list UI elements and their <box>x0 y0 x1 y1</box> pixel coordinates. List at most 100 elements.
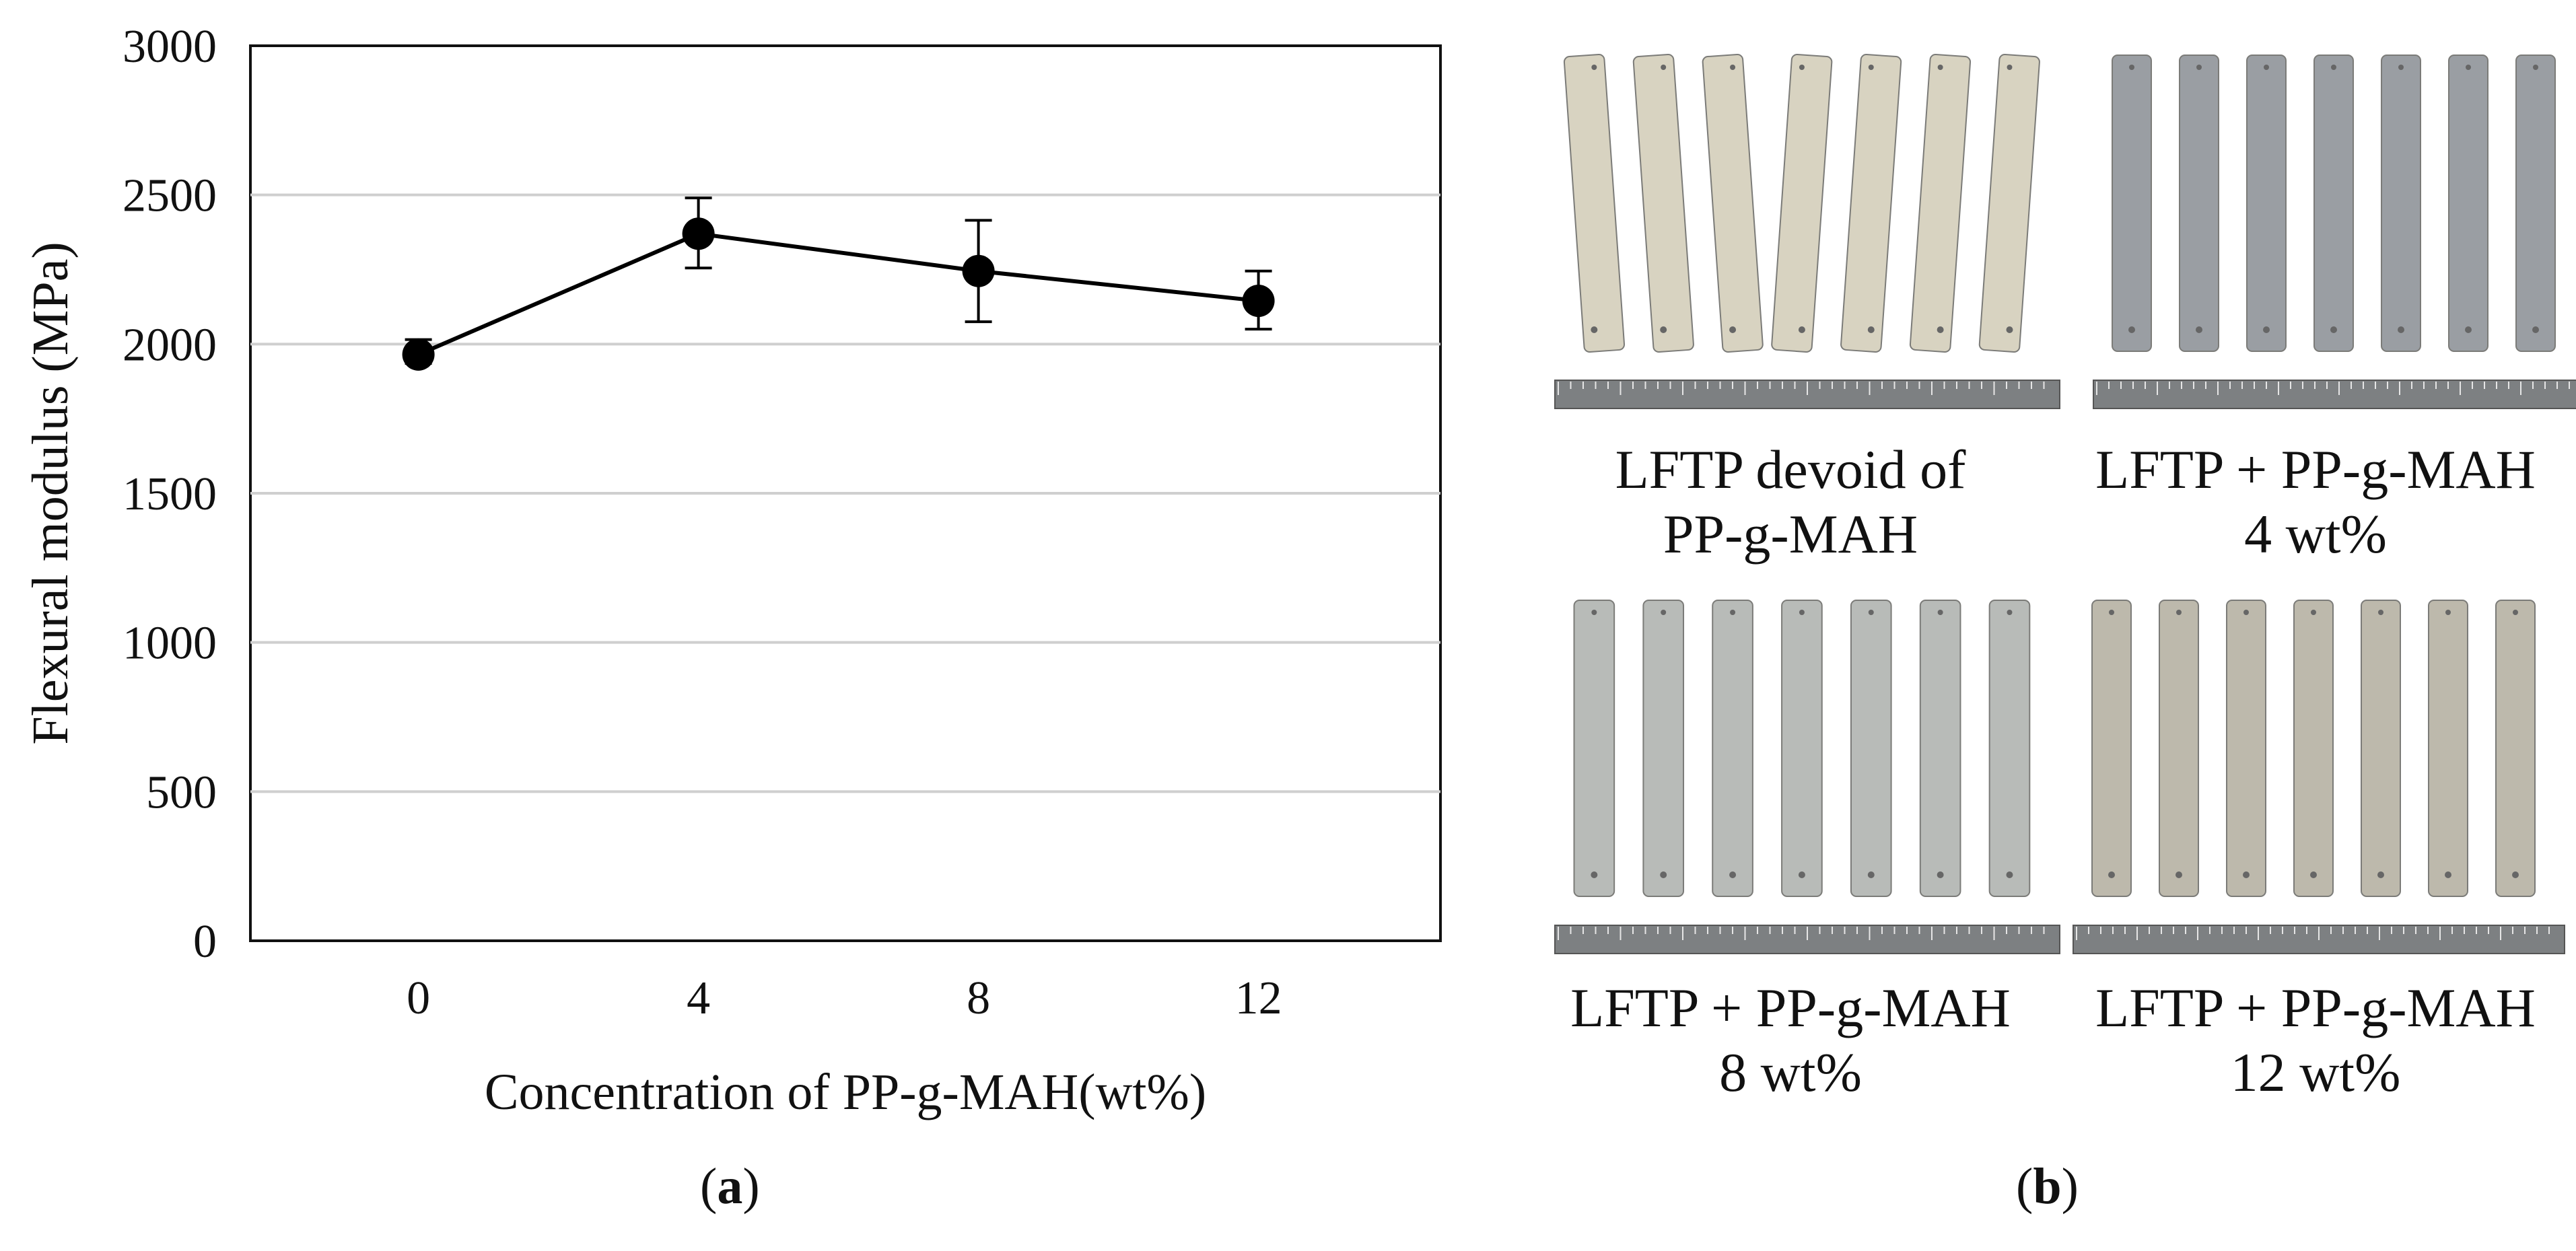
specimen-bar <box>2515 55 2556 352</box>
specimen-gate-mark <box>1660 871 1667 878</box>
specimen-bar <box>2293 600 2334 897</box>
specimen-gate-mark <box>2330 326 2337 333</box>
specimen-gate-mark <box>2532 326 2539 333</box>
specimen-gate-mark <box>1937 326 1944 333</box>
specimen-photo-grid <box>1554 53 2576 954</box>
specimen-bar <box>1632 53 1694 353</box>
specimen-bar <box>2179 55 2219 352</box>
specimen-gate-mark <box>1591 871 1598 878</box>
x-tick-label: 12 <box>1235 972 1282 1024</box>
specimen-gate-mark <box>2243 610 2249 615</box>
caption-line-2: 4 wt% <box>2244 503 2387 565</box>
specimen-bar <box>1771 53 1833 353</box>
caption-line-2: PP-g-MAH <box>1663 503 1918 565</box>
specimen-gate-mark <box>2196 326 2202 333</box>
specimen-gate-mark <box>2263 326 2270 333</box>
specimen-bar <box>1642 600 1685 897</box>
specimen-gate-mark <box>1937 65 1943 70</box>
specimen-gate-mark <box>2466 65 2471 70</box>
specimen-gate-mark <box>1729 326 1737 333</box>
specimen-gate-mark <box>2310 871 2317 878</box>
specimen-gate-mark <box>2331 65 2336 70</box>
specimen-gate-mark <box>1591 326 1598 333</box>
specimen-gate-mark <box>1868 65 1874 70</box>
data-point <box>402 338 435 371</box>
specimen-photo <box>2073 600 2565 954</box>
specimen-gate-mark <box>2243 871 2250 878</box>
specimen-gate-mark <box>1798 326 1805 333</box>
specimen-bar <box>2313 55 2354 352</box>
photo-caption: LFTP devoid of PP-g-MAH <box>1535 437 2046 567</box>
x-tick-label: 8 <box>967 972 990 1024</box>
specimen-gate-mark <box>1591 65 1597 70</box>
specimen-gate-mark <box>2006 871 2013 878</box>
specimen-bar <box>1909 53 1972 353</box>
panel-b-label: (b) <box>2016 1158 2079 1215</box>
x-axis-title: Concentration of PP-g-MAH(wt%) <box>485 1064 1206 1120</box>
specimen-gate-mark <box>2109 610 2114 615</box>
specimen-bar <box>2448 55 2488 352</box>
specimen-gate-mark <box>1799 65 1805 70</box>
specimen-gate-mark <box>1729 871 1737 878</box>
specimen-gate-mark <box>2006 326 2013 333</box>
specimen-bar <box>2361 600 2401 897</box>
ruler <box>2093 380 2576 409</box>
y-tick-label: 500 <box>146 766 217 818</box>
specimen-gate-mark <box>1937 610 1943 615</box>
specimen-bar <box>2112 55 2152 352</box>
specimen-gate-mark <box>2108 871 2115 878</box>
specimen-bar <box>1840 53 1902 353</box>
y-tick-label: 3000 <box>123 21 217 73</box>
specimen-gate-mark <box>2128 326 2135 333</box>
specimen-bar <box>1781 600 1823 897</box>
y-tick-label: 2000 <box>123 319 217 371</box>
specimen-gate-mark <box>1661 610 1667 615</box>
specimen-gate-mark <box>2311 610 2316 615</box>
caption-line-2: 8 wt% <box>1719 1042 1862 1103</box>
series-flexural-modulus <box>402 196 1275 371</box>
caption-line-1: LFTP + PP-g-MAH <box>1570 977 2011 1038</box>
specimen-gate-mark <box>1867 326 1875 333</box>
specimen-photo <box>1554 600 2060 954</box>
specimen-bar <box>1850 600 1892 897</box>
x-tick-labels: 0 4 8 12 <box>407 972 1282 1024</box>
specimen-gate-mark <box>1867 871 1875 878</box>
panel-a-label: (a) <box>700 1158 760 1215</box>
specimen-photo <box>2093 55 2576 409</box>
specimen-gate-mark <box>2377 871 2384 878</box>
specimen-bar <box>1919 600 1961 897</box>
gridlines <box>250 193 1440 793</box>
specimen-gate-mark <box>2129 65 2134 70</box>
specimen-gate-mark <box>2465 326 2472 333</box>
specimen-gate-mark <box>2398 65 2404 70</box>
specimen-bar <box>1978 53 2040 353</box>
specimen-gate-mark <box>1730 610 1736 615</box>
caption-line-1: LFTP + PP-g-MAH <box>2095 439 2536 500</box>
specimen-gate-mark <box>2378 610 2383 615</box>
y-tick-label: 1000 <box>123 618 217 670</box>
specimen-gate-mark <box>2398 326 2404 333</box>
specimen-gate-mark <box>2445 871 2451 878</box>
series-line <box>417 231 1259 357</box>
specimen-gate-mark <box>2196 65 2202 70</box>
y-tick-label: 1500 <box>123 468 217 520</box>
photo-caption: LFTP + PP-g-MAH 12 wt% <box>2060 976 2571 1105</box>
data-point <box>962 254 995 287</box>
specimen-bar <box>2226 600 2266 897</box>
specimen-gate-mark <box>1660 326 1667 333</box>
specimen-gate-mark <box>1591 610 1597 615</box>
specimen-gate-mark <box>2176 610 2182 615</box>
specimen-gate-mark <box>2007 610 2013 615</box>
x-tick-label: 4 <box>687 972 710 1024</box>
photo-caption: LFTP + PP-g-MAH 4 wt% <box>2060 437 2571 567</box>
x-tick-label: 0 <box>407 972 430 1024</box>
specimen-gate-mark <box>2445 610 2451 615</box>
photo-caption: LFTP + PP-g-MAH 8 wt% <box>1535 976 2046 1105</box>
flexural-modulus-chart: 0 500 1000 1500 2000 2500 3000 0 4 8 12 Concentra… <box>22 21 1442 1120</box>
specimen-bar <box>1712 600 1753 897</box>
specimen-gate-mark <box>1661 65 1667 70</box>
specimen-photo <box>1554 53 2060 409</box>
y-tick-label: 0 <box>193 916 217 968</box>
specimen-gate-mark <box>2264 65 2269 70</box>
specimen-gate-mark <box>1868 610 1874 615</box>
